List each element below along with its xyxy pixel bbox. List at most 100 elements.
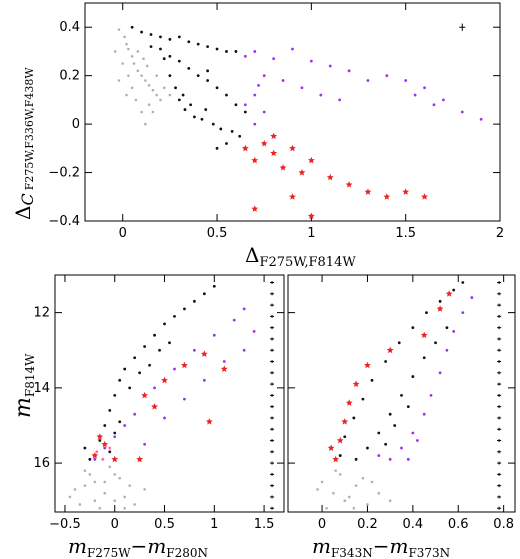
top-gray-point (155, 93, 158, 97)
bottom-right-black-point (384, 442, 388, 446)
top-purple-point (347, 69, 351, 73)
top-black-point (196, 74, 200, 78)
top-y-axis-label: ΔC F275W,F336W,F438W (11, 67, 37, 220)
top-gray-point (136, 50, 140, 53)
top-black-point (168, 74, 172, 78)
bottom-left-purple-point (192, 348, 196, 352)
top-black-point (215, 86, 219, 90)
br-x-label-b-sub: F373N (408, 546, 450, 559)
top-black-point (206, 45, 210, 48)
bottom-left-x-tick-label: 0 (111, 517, 119, 532)
bottom-right-gray-point (338, 473, 342, 476)
bottom-right-black-point (425, 311, 428, 315)
top-black-point (177, 59, 181, 63)
bottom-left-black-point (98, 439, 102, 442)
top-black-point (230, 129, 234, 133)
top-purple-point (262, 110, 266, 114)
bottom-left-red-point (220, 365, 228, 372)
top-gray-point (147, 84, 151, 87)
top-purple-point (442, 98, 445, 102)
bottom-right-x-tick-label: 0.4 (403, 517, 424, 532)
bottom-left-gray-point (103, 491, 107, 495)
bottom-left-red-point (141, 391, 148, 399)
top-gray-point (144, 122, 147, 126)
bottom-right-black-point (411, 375, 415, 378)
bl-x-label-b: m (147, 534, 166, 558)
bottom-right-gray-point (347, 495, 351, 499)
bottom-left-x-tick-label: 0.5 (154, 517, 175, 532)
top-purple-point (262, 74, 266, 78)
bottom-left-red-point (136, 455, 144, 463)
bottom-left-black-point (108, 409, 112, 412)
bottom-left-gray-point (88, 473, 92, 476)
bottom-left-gray-point (123, 495, 126, 499)
bottom-left-gray-point (78, 503, 82, 506)
bottom-left-red-point (111, 455, 119, 463)
bottom-right-gray-point (354, 484, 358, 487)
bottom-left-gray-point (128, 484, 131, 487)
top-purple-point (404, 79, 408, 82)
bottom-left-gray-point (113, 473, 117, 476)
bottom-right-purple-point (452, 330, 456, 333)
top-frame (84, 2, 501, 222)
top-gray-point (134, 98, 138, 102)
top-gray-point (142, 57, 145, 61)
bottom-right-purple-point (438, 371, 442, 375)
bottom-right-black-point (397, 341, 401, 345)
bottom-right-gray-point (316, 488, 319, 491)
bottom-right-red-point (445, 290, 453, 297)
top-black-point (189, 103, 193, 107)
top-gray-point (132, 62, 136, 65)
bottom-left-purple-point (133, 412, 137, 416)
top-red-point (364, 188, 372, 195)
bottom-right-gray-point (320, 480, 324, 484)
top-gray-point (145, 64, 149, 68)
bottom-right-red-point (332, 455, 340, 463)
top-red-point (289, 144, 296, 152)
bottom-right-black-point (366, 446, 369, 450)
bottom-left-x-tick-label: 1 (210, 517, 218, 532)
top-purple-point (272, 57, 276, 61)
top-black-point (206, 79, 210, 82)
bottom-right-black-point (461, 281, 465, 284)
bottom-left-purple-point (153, 386, 156, 390)
bottom-right-black-point (434, 341, 437, 345)
top-black-point (149, 33, 153, 36)
top-purple-point (291, 47, 294, 51)
top-gray-point (125, 93, 128, 97)
bottom-left-black-point (168, 341, 171, 345)
top-black-point (181, 93, 185, 97)
top-purple-point (257, 83, 260, 87)
top-black-point (162, 57, 166, 61)
top-x-axis-label: ΔF275W,F814W (245, 243, 356, 270)
top-black-point (196, 42, 200, 46)
top-red-point (326, 173, 334, 181)
top-purple-point (423, 86, 426, 90)
bottom-left-red-point (101, 440, 109, 448)
top-black-point (177, 35, 181, 39)
top-purple-point (253, 93, 257, 97)
bottom-left-black-point (163, 322, 166, 326)
bottom-right-black-point (400, 393, 403, 397)
bottom-left-red-point (96, 433, 104, 440)
br-x-label-b: m (389, 534, 408, 558)
bottom-left-purple-point (232, 318, 236, 322)
top-x-tick-label: 0 (119, 226, 127, 241)
bottom-left-gray-point (73, 488, 77, 491)
bottom-left-pink-point (108, 446, 112, 450)
top-black-point (193, 115, 196, 119)
bottom-right-purple-point (422, 412, 426, 416)
top-gray-point (123, 35, 126, 39)
bl-x-label-a: m (68, 534, 87, 558)
top-black-point (225, 93, 228, 97)
top-purple-point (479, 117, 483, 121)
bottom-right-black-point (445, 326, 449, 330)
bottom-left-black-point (173, 314, 176, 318)
top-purple-point (253, 50, 257, 53)
bottom-right-red-point (341, 418, 349, 425)
bottom-left-black-point (103, 424, 107, 427)
top-purple-point (328, 64, 332, 68)
top-red-point (251, 156, 259, 164)
bottom-right-gray-point (352, 506, 356, 510)
top-black-point (187, 67, 191, 70)
